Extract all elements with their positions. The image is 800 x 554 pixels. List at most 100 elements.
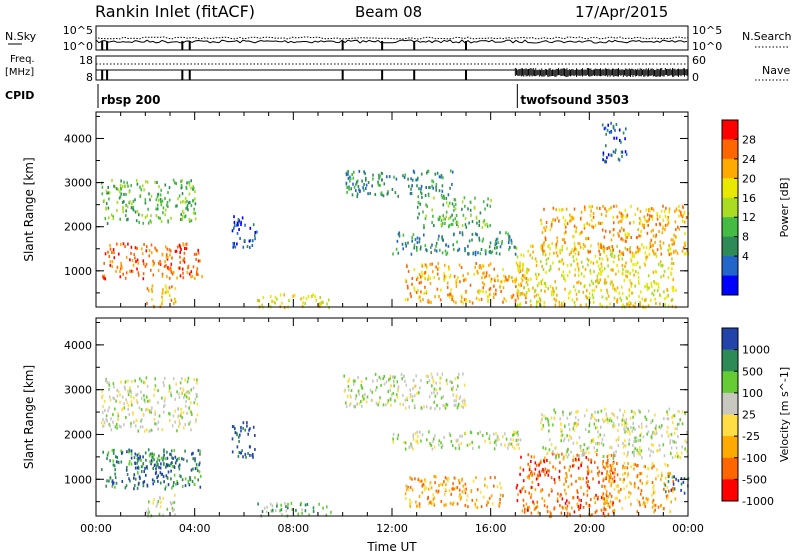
power-echo-region	[231, 215, 258, 250]
colorbar-swatch	[722, 139, 738, 160]
x-tick-label: 00:00	[672, 522, 704, 535]
power-echo-region	[540, 204, 690, 257]
velocity-echo-region	[145, 493, 176, 518]
freq-label: Freq.	[10, 54, 35, 65]
y-tick-label: 3000	[64, 384, 92, 397]
colorbar-swatch	[722, 236, 738, 257]
colorbar-tick-label: -100	[742, 452, 767, 465]
y-axis-label: Slant Range [km]	[22, 365, 36, 469]
colorbar-swatch	[722, 197, 738, 218]
velocity-panel: 4000 3000 2000 1000 00:00 04:00 08:00 12:00 16:0…	[22, 317, 791, 535]
x-axis-label: Time UT	[366, 540, 417, 554]
power-echo-region	[416, 195, 492, 230]
velocity-echo-region	[392, 430, 522, 451]
velocity-echo-region	[540, 407, 689, 460]
power-echo-region	[101, 178, 197, 225]
x-tick-label: 08:00	[277, 522, 309, 535]
velocity-colorbar: 1000 500 100 25 -25 -100 -500 -1000 Velocity [m …	[721, 327, 791, 508]
colorbar-swatch	[722, 436, 738, 459]
x-tick-label: 12:00	[376, 522, 408, 535]
freq-tick-top: 18	[79, 54, 93, 67]
colorbar-tick-label: -500	[742, 473, 767, 486]
cpid-mode-label: rbsp 200	[101, 93, 160, 107]
velocity-echo-region	[101, 448, 202, 491]
x-tick-label: 20:00	[573, 522, 605, 535]
velocity-echo-region	[257, 501, 332, 518]
velocity-echo-region	[601, 461, 677, 514]
nsearch-tick-top: 10^5	[692, 24, 722, 37]
y-tick-label: 2000	[64, 428, 92, 441]
nsky-tick-bottom: 10^0	[63, 40, 93, 53]
colorbar-swatch	[722, 392, 738, 415]
nsearch-label: N.Search	[742, 30, 792, 43]
colorbar-swatch	[722, 217, 738, 238]
beam-label: Beam 08	[355, 3, 422, 21]
colorbar-swatch	[722, 120, 738, 140]
power-echo-region	[146, 284, 177, 309]
colorbar-tick-label: 16	[742, 192, 756, 205]
cpid-mode-label: twofsound 3503	[520, 93, 629, 107]
colorbar-swatch	[722, 275, 738, 296]
x-tick-label: 16:00	[475, 522, 507, 535]
velocity-echo-region	[133, 452, 177, 482]
colorbar-swatch	[722, 457, 738, 480]
power-echo-region	[601, 121, 628, 164]
colorbar-tick-label: 24	[742, 153, 756, 166]
colorbar-swatch	[722, 349, 738, 372]
velocity-echo-region	[231, 421, 256, 459]
colorbar-swatch	[722, 371, 738, 394]
freq-unit-label: [MHz]	[5, 67, 34, 78]
nsky-tick-top: 10^5	[63, 24, 93, 37]
colorbar-tick-label: 20	[742, 172, 756, 185]
nsky-label: N.Sky	[5, 30, 37, 43]
nsearch-tick-bottom: 10^0	[692, 40, 722, 53]
station-title: Rankin Inlet (fitACF)	[95, 2, 255, 21]
cpid-modes: rbsp 200 twofsound 3503	[97, 84, 629, 108]
colorbar-swatch	[722, 158, 738, 179]
colorbar-tick-label: 28	[742, 133, 756, 146]
colorbar-tick-label: 100	[742, 387, 763, 400]
velocity-echo-region	[101, 376, 199, 433]
power-echo-region	[515, 244, 677, 309]
freq-tick-bottom: 8	[86, 71, 93, 84]
colorbar-tick-label: 8	[742, 231, 749, 244]
power-echo-region	[345, 169, 454, 199]
y-axis-label: Slant Range [km]	[22, 157, 36, 261]
power-panel: 4000 3000 2000 1000 Slant Range [km] 28 24 20 16…	[22, 111, 791, 309]
colorbar-tick-label: 1000	[742, 344, 770, 357]
colorbar-swatch	[722, 479, 738, 502]
velocity-echo-region	[343, 372, 467, 411]
colorbar-tick-label: 4	[742, 250, 749, 263]
y-tick-label: 2000	[64, 221, 92, 234]
nave-tick-top: 60	[692, 54, 706, 67]
colorbar-label: Power [dB]	[778, 178, 791, 238]
nave-label: Nave	[762, 64, 790, 77]
power-echo-region	[404, 262, 528, 305]
y-tick-label: 4000	[64, 132, 92, 145]
colorbar-tick-label: -1000	[742, 495, 774, 508]
colorbar-tick-label: 25	[742, 409, 756, 422]
colorbar-label: Velocity [m s^-1]	[778, 367, 791, 462]
colorbar-tick-label: 500	[742, 365, 763, 378]
y-tick-label: 3000	[64, 177, 92, 190]
colorbar-swatch	[722, 256, 738, 276]
freq-trace	[96, 63, 688, 80]
date-label: 17/Apr/2015	[575, 3, 668, 21]
velocity-echo-region	[404, 474, 504, 510]
colorbar-tick-label: 12	[742, 211, 756, 224]
nsky-strip-frame	[95, 25, 689, 51]
nave-tick-bottom: 0	[692, 71, 699, 84]
colorbar-swatch	[722, 414, 738, 437]
colorbar-swatch	[722, 328, 738, 351]
power-echo-region	[392, 231, 517, 257]
y-tick-label: 4000	[64, 339, 92, 352]
velocity-data-cells	[101, 372, 690, 519]
x-tick-label: 04:00	[179, 522, 211, 535]
y-tick-label: 1000	[64, 265, 92, 278]
colorbar-tick-label: -25	[742, 430, 760, 443]
y-tick-label: 1000	[64, 473, 92, 486]
x-tick-label: 00:00	[80, 522, 112, 535]
power-colorbar: 28 24 20 16 12 8 4 Power [dB]	[721, 119, 791, 296]
nsky-trace	[95, 36, 689, 50]
